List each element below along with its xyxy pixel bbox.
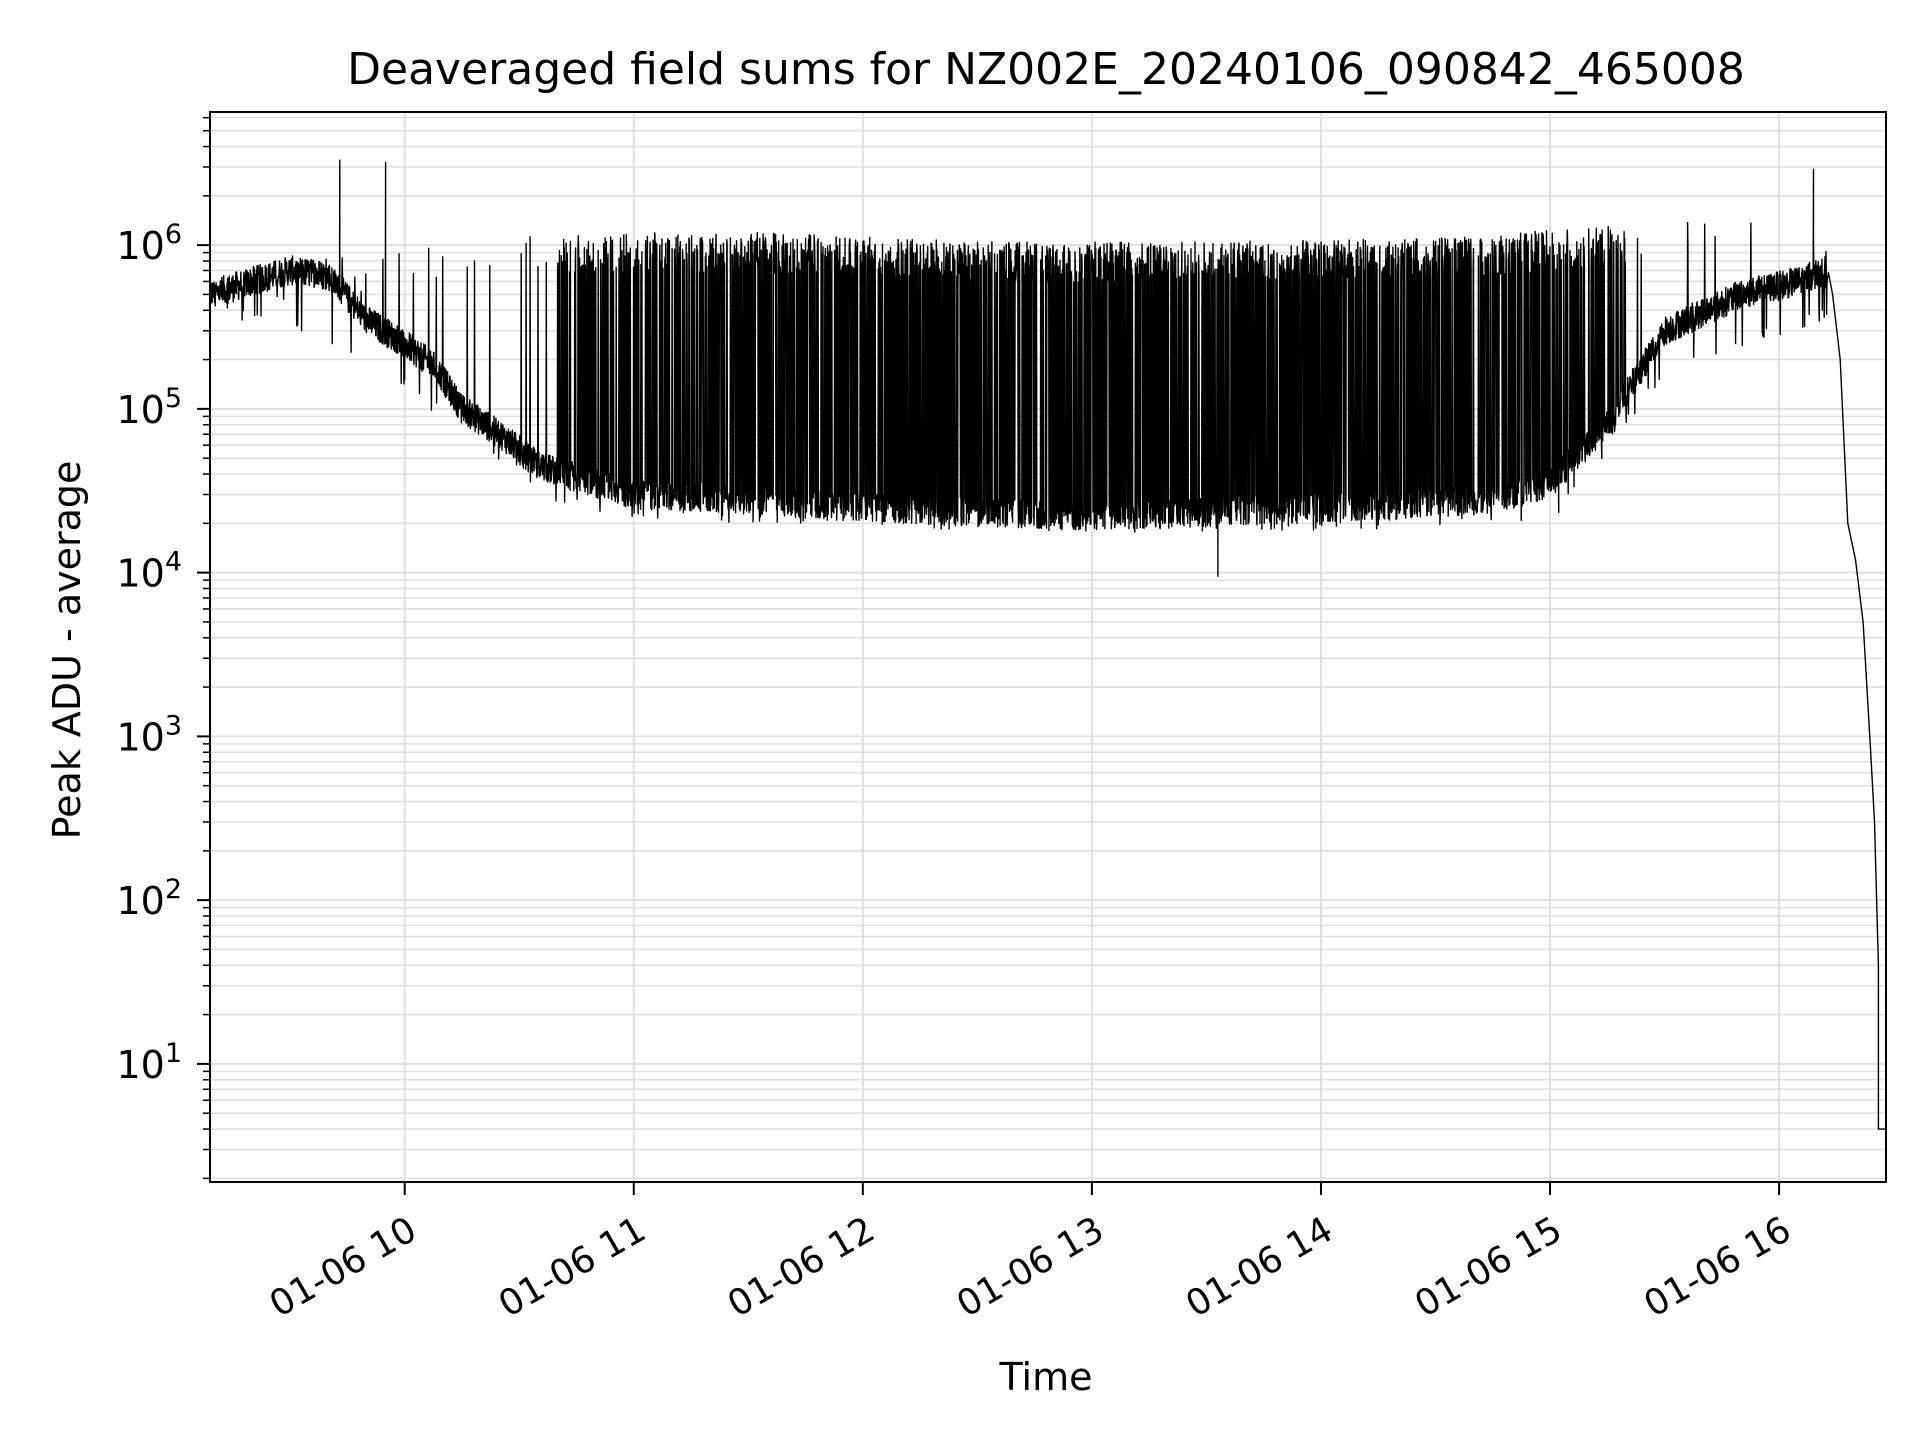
y-tick-label: 102 xyxy=(116,874,182,923)
y-tick-label: 101 xyxy=(116,1038,182,1087)
chart-title: Deaveraged field sums for NZ002E_2024010… xyxy=(347,44,1745,95)
y-tick-label: 103 xyxy=(116,710,182,759)
x-axis-label: Time xyxy=(999,1355,1093,1399)
y-tick-label: 106 xyxy=(116,219,182,268)
y-axis-label: Peak ADU - average xyxy=(45,461,89,840)
series-layer xyxy=(209,159,1886,1130)
plot-frame xyxy=(209,111,1887,1183)
series-line xyxy=(209,159,1886,1130)
ticks-layer xyxy=(197,116,1781,1195)
y-tick-label: 105 xyxy=(116,383,182,432)
y-tick-label: 104 xyxy=(116,547,182,596)
